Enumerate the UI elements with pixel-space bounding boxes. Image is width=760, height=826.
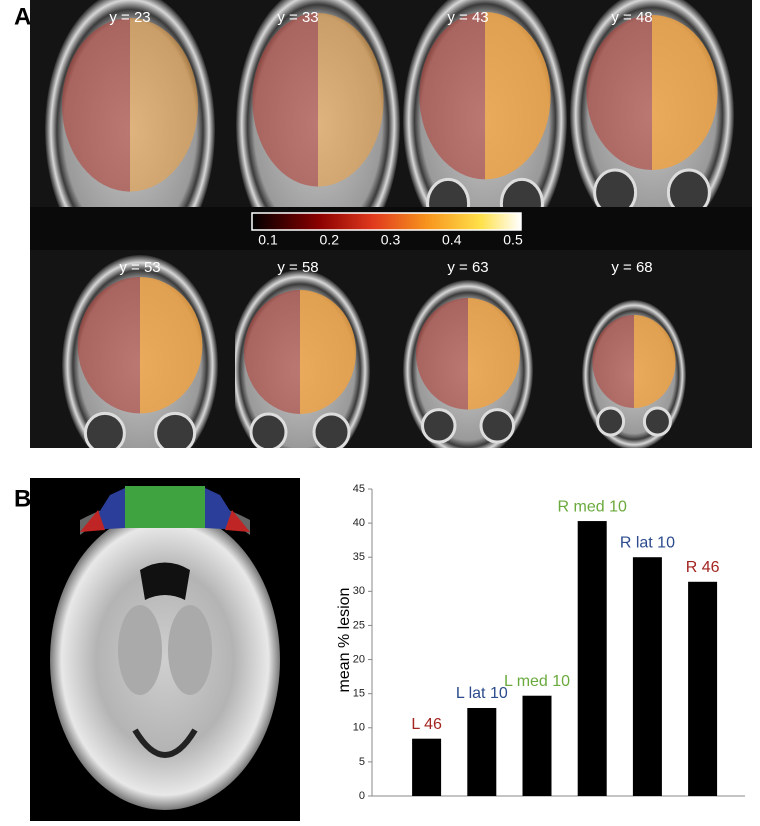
brain-slice <box>235 250 402 448</box>
bar-label: R 46 <box>686 559 720 576</box>
eye <box>479 408 515 444</box>
eye <box>249 412 288 448</box>
slice-label: y = 53 <box>119 259 160 276</box>
lesion-left <box>416 298 468 410</box>
slice-label: y = 68 <box>611 259 652 276</box>
slice-label: y = 58 <box>277 259 318 276</box>
colorbar-tick-label: 0.4 <box>442 232 462 248</box>
lesion-left <box>252 13 318 187</box>
lesion-right <box>300 290 356 414</box>
bar-label: R lat 10 <box>620 534 675 551</box>
bar <box>577 521 607 796</box>
brain-slice <box>402 250 569 448</box>
lesion-left <box>244 290 300 414</box>
y-tick-label: 20 <box>353 653 365 665</box>
lesion-left <box>592 315 634 408</box>
lesion-right <box>130 18 198 192</box>
y-tick-label: 5 <box>359 756 365 768</box>
y-tick-label: 40 <box>353 517 365 529</box>
lesion-right <box>468 298 520 410</box>
bar <box>412 738 442 796</box>
eye <box>83 411 126 448</box>
slice-label: y = 48 <box>611 9 652 26</box>
axial-brain <box>50 486 280 810</box>
lesion-left <box>586 15 652 170</box>
slice-label: y = 63 <box>447 259 488 276</box>
brain-slice <box>402 0 569 207</box>
y-tick-label: 25 <box>353 619 365 631</box>
bar-label: R med 10 <box>558 498 627 515</box>
bar-label: L med 10 <box>504 673 570 690</box>
colorbar-tick-label: 0.3 <box>381 232 401 248</box>
y-tick-label: 45 <box>353 483 365 495</box>
eye <box>642 406 672 437</box>
eye <box>421 408 457 444</box>
bar <box>522 695 552 796</box>
bar <box>688 581 718 796</box>
y-axis-title: mean % lesion <box>336 588 353 693</box>
bar-label: L lat 10 <box>456 685 508 702</box>
brain-slice <box>30 0 235 207</box>
colorbar-tick-label: 0.1 <box>258 232 278 248</box>
eye <box>499 177 544 207</box>
colorbar-tick-label: 0.2 <box>320 232 340 248</box>
panel-label: A <box>14 3 31 30</box>
y-tick-label: 10 <box>353 722 365 734</box>
lesion-right <box>652 15 718 170</box>
bar <box>467 707 497 796</box>
y-tick-label: 15 <box>353 688 365 700</box>
slice-label: y = 33 <box>277 9 318 26</box>
y-tick-label: 30 <box>353 585 365 597</box>
bar-label: L 46 <box>411 716 442 733</box>
colorbar <box>251 212 522 231</box>
bar <box>632 557 662 796</box>
eye <box>593 168 638 207</box>
y-tick-label: 35 <box>353 551 365 563</box>
brain-slice <box>569 0 752 207</box>
eye <box>666 168 711 207</box>
brain-slice <box>30 250 235 448</box>
eye <box>596 406 626 437</box>
brain-slice <box>569 250 752 448</box>
y-tick-label: 0 <box>359 790 365 802</box>
lesion-left <box>62 18 130 192</box>
slice-label: y = 23 <box>109 9 150 26</box>
eye <box>426 177 471 207</box>
lesion-right <box>318 13 384 187</box>
brain-slice <box>235 0 402 207</box>
lesion-left <box>77 277 140 414</box>
colorbar-tick-label: 0.5 <box>503 232 523 248</box>
panel-label: B <box>14 485 31 512</box>
lesion-right <box>634 315 676 408</box>
eye <box>312 412 351 448</box>
eye <box>154 411 197 448</box>
lesion-right <box>485 12 551 180</box>
lesion-left <box>419 12 485 180</box>
lesion-right <box>140 277 203 414</box>
slice-label: y = 43 <box>447 9 488 26</box>
